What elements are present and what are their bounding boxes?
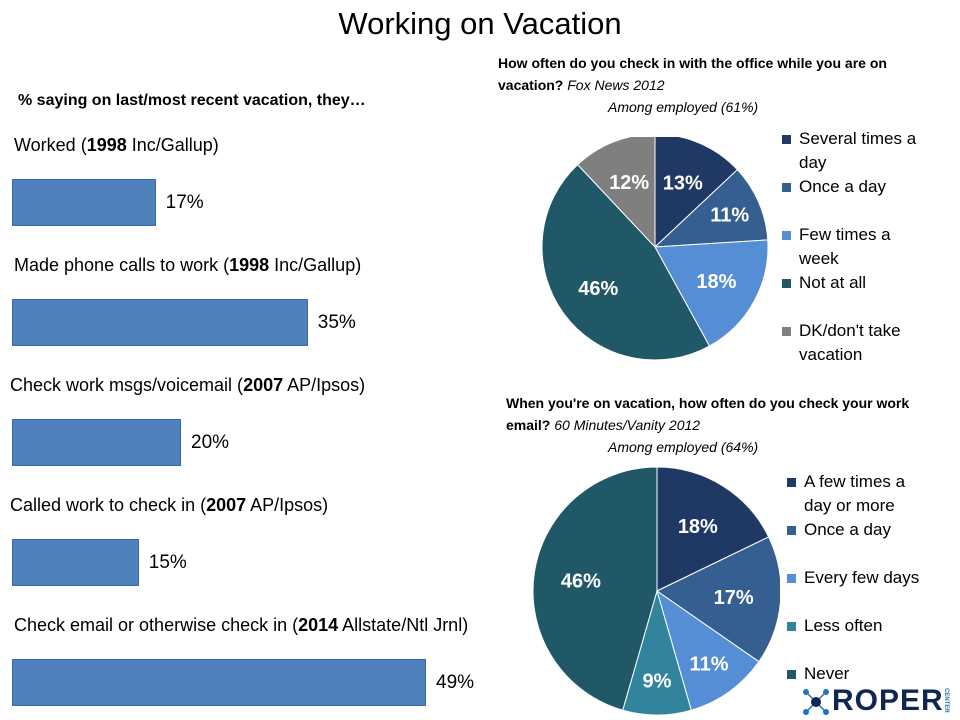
legend-item: Every few days xyxy=(787,566,957,590)
pie2-source: 60 Minutes/Vanity 2012 xyxy=(554,417,701,433)
pie-slice-label: 13% xyxy=(663,173,703,195)
legend-item: DK/don't take vacation xyxy=(782,319,952,367)
pie-slice xyxy=(653,168,769,248)
pie-slice xyxy=(532,467,658,711)
pie1-question-text: How often do you check in with the offic… xyxy=(498,55,887,93)
pie-slice-label: 9% xyxy=(643,670,672,692)
pie2-chart: 18% 17% 11% 9% 46% xyxy=(532,467,780,716)
pie-slice-label: 17% xyxy=(714,587,754,609)
pie-slice-label: 11% xyxy=(710,205,749,227)
pie1-source: Fox News 2012 xyxy=(567,77,665,93)
logo-small-text: CENTER xyxy=(943,688,949,713)
roper-center-logo: ROPER CENTER xyxy=(800,684,960,720)
bar-chart-subtitle: % saying on last/most recent vacation, t… xyxy=(18,92,366,109)
legend-swatch xyxy=(787,622,796,631)
molecule-icon xyxy=(803,689,829,715)
bar-label: Made phone calls to work (1998 Inc/Gallu… xyxy=(14,255,362,275)
legend-swatch xyxy=(787,478,796,487)
legend-label: Once a day xyxy=(804,520,891,539)
pie-slice-label: 46% xyxy=(561,570,601,592)
legend-item: Less often xyxy=(787,614,957,638)
bar xyxy=(12,179,156,226)
pie-slice xyxy=(656,589,760,711)
bar-value-label: 20% xyxy=(191,432,230,453)
pie1-subtitle: Among employed (61%) xyxy=(608,99,759,115)
pie-slice-label: 12% xyxy=(609,172,649,194)
bar xyxy=(12,539,139,586)
pie-slice xyxy=(656,536,780,663)
legend-label: Once a day xyxy=(799,177,886,196)
legend-label: Few times a week xyxy=(799,225,891,268)
legend-item: A few times a day or more xyxy=(787,470,957,518)
legend-label: Less often xyxy=(804,616,883,635)
legend-label: A few times a day or more xyxy=(804,472,906,515)
pie1-question: How often do you check in with the offic… xyxy=(498,52,943,96)
bar-value-label: 15% xyxy=(148,552,187,573)
bar-value-label: 35% xyxy=(317,312,356,333)
bar xyxy=(12,659,427,706)
legend-item: Never xyxy=(787,662,957,686)
legend-swatch xyxy=(782,279,791,288)
bar-value-label: 17% xyxy=(165,192,204,213)
pie-slice xyxy=(541,163,711,361)
pie-slice-label: 46% xyxy=(578,278,618,300)
legend-swatch xyxy=(787,670,796,679)
bar xyxy=(12,299,308,346)
bar-label: Called work to check in (2007 AP/Ipsos) xyxy=(10,495,329,515)
pie-slice-label: 11% xyxy=(690,654,729,676)
pie-slice-label: 18% xyxy=(678,516,718,538)
bar-label: Check email or otherwise check in (2014 … xyxy=(14,615,469,635)
pie2-question-text: When you're on vacation, how often do yo… xyxy=(506,395,910,433)
pie-slice-label: 18% xyxy=(696,271,736,293)
legend-item: Once a day xyxy=(782,175,952,199)
legend-label: DK/don't take vacation xyxy=(799,321,901,364)
pie-slice xyxy=(576,137,656,249)
bar-label: Worked (1998 Inc/Gallup) xyxy=(14,135,219,155)
legend-item: Not at all xyxy=(782,271,952,295)
legend-item: Several times a day xyxy=(782,127,952,175)
bar xyxy=(12,419,181,466)
bar-label: Check work msgs/voicemail (2007 AP/Ipsos… xyxy=(10,375,366,395)
legend-item: Once a day xyxy=(787,518,957,542)
pie1-chart: 13% 11% 18% 46% 12% xyxy=(541,137,769,361)
legend-swatch xyxy=(782,231,791,240)
pie2-subtitle: Among employed (64%) xyxy=(608,439,759,455)
legend-swatch xyxy=(787,574,796,583)
legend-swatch xyxy=(787,526,796,535)
pie-slice xyxy=(656,467,770,592)
pie-slice xyxy=(654,137,739,249)
legend-label: Several times a day xyxy=(799,129,917,172)
legend-label: Never xyxy=(804,664,850,683)
legend-label: Not at all xyxy=(799,273,867,292)
legend-swatch xyxy=(782,327,791,336)
legend-swatch xyxy=(782,135,791,144)
legend-item: Few times a week xyxy=(782,223,952,271)
pie-slice xyxy=(654,239,769,347)
legend-swatch xyxy=(782,183,791,192)
bar-value-label: 49% xyxy=(436,672,475,693)
legend-label: Every few days xyxy=(804,568,920,587)
pie2-question: When you're on vacation, how often do yo… xyxy=(506,392,946,436)
page-title: Working on Vacation xyxy=(338,6,622,41)
logo-word: ROPER xyxy=(832,684,944,717)
